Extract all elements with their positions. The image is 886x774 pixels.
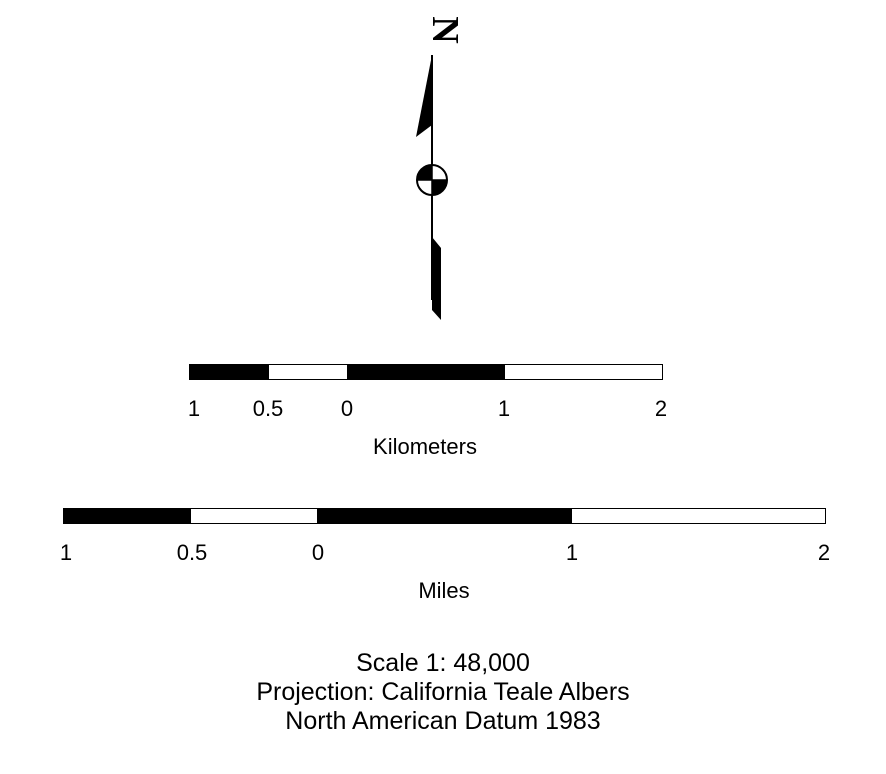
km-tick-label: 1 xyxy=(187,396,201,421)
km-tick-label: 0.5 xyxy=(252,396,284,421)
north-needle-upper xyxy=(416,55,432,137)
mi-tick-label: 0.5 xyxy=(176,540,208,565)
north-letter: N xyxy=(424,16,465,43)
mi-tick-label: 1 xyxy=(565,540,579,565)
mi-segment-2 xyxy=(191,509,318,523)
scale-ratio: Scale 1: 48,000 xyxy=(356,649,530,677)
km-tick-label: 1 xyxy=(497,396,511,421)
mi-segment-1 xyxy=(64,509,191,523)
km-segment-4 xyxy=(505,365,662,379)
mi-scale-bar xyxy=(63,508,826,524)
mi-segment-3 xyxy=(318,509,572,523)
center-circle-icon xyxy=(416,164,448,196)
km-scale-bar xyxy=(189,364,663,380)
km-segment-1 xyxy=(190,365,269,379)
north-needle-lower xyxy=(432,237,441,320)
north-arrow-icon: N xyxy=(416,16,465,320)
km-unit-label: Kilometers xyxy=(373,434,477,459)
km-tick-label: 2 xyxy=(654,396,668,421)
mi-segment-4 xyxy=(572,509,825,523)
map-metadata: Scale 1: 48,000 Projection: California T… xyxy=(0,649,886,736)
datum-text: North American Datum 1983 xyxy=(285,707,601,735)
projection-text: Projection: California Teale Albers xyxy=(256,678,630,706)
mi-tick-label: 2 xyxy=(817,540,831,565)
mi-tick-label: 1 xyxy=(59,540,73,565)
mi-unit-label: Miles xyxy=(418,578,470,603)
km-segment-3 xyxy=(348,365,505,379)
mi-tick-label: 0 xyxy=(311,540,325,565)
km-tick-label: 0 xyxy=(340,396,354,421)
km-segment-2 xyxy=(269,365,348,379)
